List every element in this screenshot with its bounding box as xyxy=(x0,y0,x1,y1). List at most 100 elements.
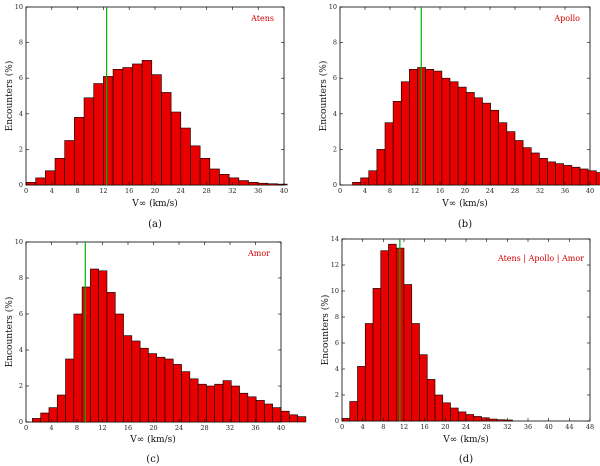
x-tick-label: 32 xyxy=(503,423,511,431)
legend-label: Apollo xyxy=(553,14,580,23)
histogram-bar xyxy=(81,286,91,423)
y-axis-label: Encounters (%) xyxy=(320,295,331,366)
x-tick-label: 32 xyxy=(536,187,544,195)
y-tick-label: 8 xyxy=(19,39,23,47)
histogram-bar xyxy=(48,407,58,423)
histogram-bar xyxy=(114,313,124,423)
x-tick-label: 12 xyxy=(98,424,106,432)
histogram-bar xyxy=(222,380,232,423)
histogram-bar xyxy=(288,414,298,423)
x-tick-label: 28 xyxy=(200,424,208,432)
y-axis-label: Encounters (%) xyxy=(4,61,15,132)
histogram-bar xyxy=(506,131,516,186)
x-tick-label: 20 xyxy=(151,187,159,195)
x-axis-label: V∞ (km/s) xyxy=(129,434,176,445)
histogram-bar xyxy=(25,182,36,186)
y-tick-label: 2 xyxy=(335,391,339,399)
legend-label: Amor xyxy=(247,249,270,258)
histogram-bar xyxy=(209,168,220,186)
x-tick-label: 12 xyxy=(99,187,107,195)
histogram-bar xyxy=(357,366,366,422)
histogram-bar xyxy=(442,402,451,422)
histogram-bar xyxy=(40,412,50,423)
histogram-bar xyxy=(409,68,418,186)
histogram-bar xyxy=(172,364,182,423)
histogram-bar xyxy=(352,182,361,186)
x-tick-label: 8 xyxy=(381,423,385,431)
histogram-bar xyxy=(267,183,278,186)
histogram-bar xyxy=(170,111,182,186)
histogram-bar xyxy=(474,97,483,186)
y-tick-label: 6 xyxy=(19,74,23,82)
histogram-bar xyxy=(90,268,99,423)
y-tick-label: 6 xyxy=(335,339,339,347)
histogram-bar xyxy=(425,68,435,186)
y-tick-label: 4 xyxy=(19,110,23,118)
histogram-bar xyxy=(239,392,249,423)
y-tick-label: 10 xyxy=(329,3,337,11)
histogram-bar xyxy=(514,140,524,186)
histogram-bar xyxy=(161,92,172,186)
x-tick-label: 0 xyxy=(24,187,28,195)
x-tick-label: 4 xyxy=(361,423,365,431)
histogram-bar xyxy=(364,323,374,422)
histogram-bar xyxy=(247,396,257,423)
histogram-bar xyxy=(112,68,124,186)
x-tick-label: 4 xyxy=(50,187,54,195)
y-tick-label: 2 xyxy=(19,145,23,153)
histogram-bar xyxy=(83,97,95,186)
histogram-bar xyxy=(403,284,413,422)
x-tick-label: 16 xyxy=(436,187,444,195)
histogram-bar xyxy=(180,127,191,186)
histogram-bar xyxy=(151,74,162,186)
histogram-bar xyxy=(230,385,240,423)
y-tick-label: 4 xyxy=(333,110,337,118)
panel-caption: (d) xyxy=(459,454,473,465)
y-axis-label: Encounters (%) xyxy=(4,297,15,368)
histogram-bar xyxy=(360,177,370,186)
histogram-bar xyxy=(272,407,282,423)
histogram-bar xyxy=(504,419,513,422)
histogram-bar xyxy=(465,92,475,186)
x-tick-label: 28 xyxy=(511,187,519,195)
histogram-bar xyxy=(433,70,443,186)
histogram-bar xyxy=(449,81,459,186)
panel-caption: (a) xyxy=(148,219,162,230)
histogram-bar xyxy=(539,158,548,186)
histogram-bar xyxy=(481,417,490,422)
y-tick-label: 10 xyxy=(15,238,23,246)
y-tick-label: 8 xyxy=(333,39,337,47)
histogram-bar xyxy=(341,418,351,422)
histogram-bar xyxy=(197,383,207,423)
y-tick-label: 4 xyxy=(19,346,23,354)
panel-caption: (c) xyxy=(146,454,160,465)
y-tick-label: 12 xyxy=(331,261,339,269)
x-tick-label: 40 xyxy=(277,424,285,432)
x-tick-label: 0 xyxy=(24,424,28,432)
x-tick-label: 16 xyxy=(125,187,133,195)
histogram-bar xyxy=(571,166,581,186)
x-tick-label: 36 xyxy=(561,187,569,195)
histogram-bar xyxy=(496,419,506,422)
y-axis-label: Encounters (%) xyxy=(318,61,329,132)
histogram-bar xyxy=(73,313,83,423)
x-tick-label: 12 xyxy=(400,423,408,431)
x-tick-label: 20 xyxy=(441,423,449,431)
x-tick-label: 24 xyxy=(175,424,183,432)
histogram-bar xyxy=(384,122,394,186)
histogram-bar xyxy=(56,394,66,423)
x-tick-label: 28 xyxy=(483,423,491,431)
y-tick-label: 10 xyxy=(15,3,23,11)
histogram-bar xyxy=(189,378,199,423)
histogram-bar xyxy=(45,170,56,186)
y-tick-label: 8 xyxy=(335,313,339,321)
histogram-bar xyxy=(587,170,597,186)
histogram-bar xyxy=(380,250,389,422)
